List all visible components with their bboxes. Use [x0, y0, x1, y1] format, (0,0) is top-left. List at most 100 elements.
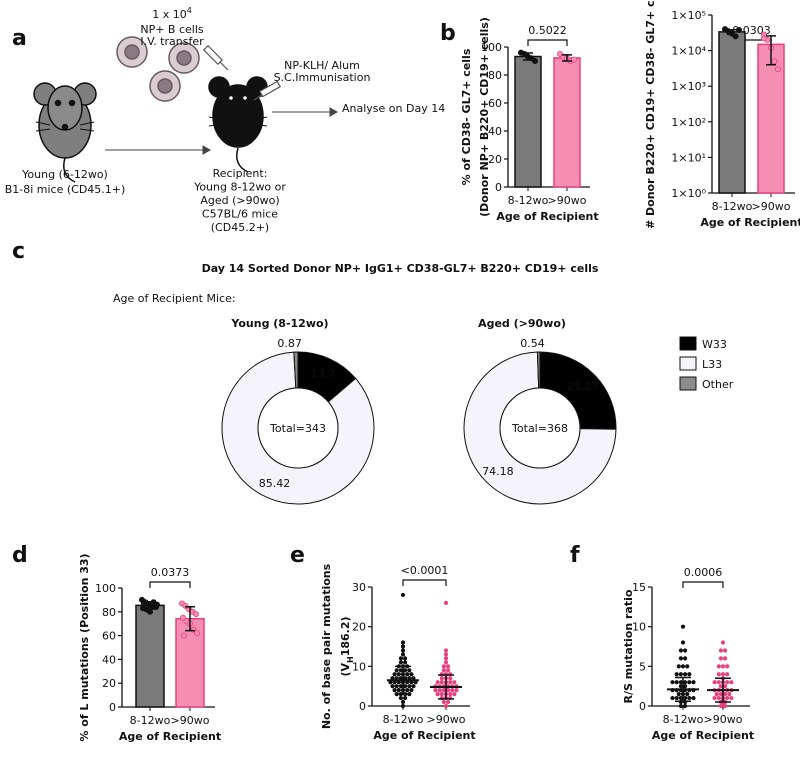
data-point	[716, 695, 721, 701]
diagram-text: S.C.Immunisation	[274, 71, 371, 84]
p-value: 0.5022	[528, 24, 567, 37]
data-point	[678, 648, 684, 653]
bar	[718, 31, 746, 194]
data-point	[680, 624, 686, 629]
data-point	[398, 668, 403, 673]
data-point	[771, 58, 778, 65]
data-point	[398, 660, 403, 665]
x-axis-label: Age of Recipient	[373, 729, 475, 742]
data-point	[676, 664, 681, 669]
diagram-text: B1-8i mice (CD45.1+)	[5, 183, 126, 196]
data-point	[394, 684, 399, 689]
data-point	[437, 688, 442, 693]
x-tick-label: 8-12wo	[508, 194, 549, 207]
data-point	[443, 703, 449, 709]
y-tick-label: 60	[488, 97, 502, 110]
panel-label: f	[570, 543, 580, 568]
x-tick-label: 8-12wo	[663, 713, 704, 726]
significance-bracket	[682, 581, 724, 588]
y-tick-label: 1×10⁵	[671, 9, 706, 22]
data-point	[400, 640, 406, 645]
data-point	[674, 680, 679, 685]
data-point	[720, 672, 726, 677]
y-tick-label: 40	[488, 125, 502, 138]
data-point	[443, 656, 449, 661]
diagram-text: Aged (>90wo)	[200, 194, 279, 207]
data-point	[683, 672, 688, 677]
data-point	[680, 640, 686, 645]
data-point	[720, 640, 726, 645]
data-point	[179, 614, 186, 621]
donut-title: Young (8-12wo)	[230, 317, 328, 330]
donor-mouse	[33, 82, 97, 183]
data-point	[407, 668, 412, 673]
syringes	[202, 44, 281, 101]
data-point	[723, 656, 728, 661]
data-point	[400, 644, 406, 649]
data-point	[452, 692, 457, 697]
data-point	[761, 35, 768, 42]
p-value: 0.0006	[684, 566, 723, 579]
data-point	[448, 692, 453, 697]
y-tick-label: 1×10⁴	[671, 45, 706, 58]
x-tick-label: >90wo	[171, 714, 210, 727]
data-point	[678, 684, 684, 689]
data-point	[146, 608, 153, 615]
y-tick-label: 1×10⁰	[671, 187, 706, 200]
data-point	[180, 632, 187, 639]
data-point	[723, 692, 728, 697]
panel-label: c	[12, 239, 25, 264]
data-point	[736, 26, 743, 33]
chart-subtitle: Age of Recipient Mice:	[113, 292, 236, 305]
data-point	[193, 630, 200, 637]
y-tick-label: 20	[102, 677, 116, 690]
donut-hole	[499, 387, 581, 469]
y-tick-label: 1×10²	[671, 116, 706, 129]
bar	[757, 43, 785, 194]
error-bar	[185, 606, 195, 632]
y-tick-label: 30	[352, 581, 366, 594]
y-tick-label: 80	[102, 606, 116, 619]
data-point	[403, 656, 408, 661]
data-point	[400, 703, 406, 709]
error-bar	[145, 601, 155, 610]
data-point	[403, 695, 408, 701]
x-axis-label: Age of Recipient	[652, 729, 754, 742]
y-axis-label: No. of base pair mutations	[320, 563, 333, 729]
error-bar	[562, 54, 572, 62]
data-point	[405, 688, 410, 693]
y-tick-label: 40	[102, 653, 116, 666]
data-point	[716, 672, 721, 677]
x-tick-label: >90wo	[427, 713, 466, 726]
x-tick-label: >90wo	[704, 713, 743, 726]
y-tick-label: 10	[352, 660, 366, 673]
data-point	[392, 672, 397, 677]
p-value: <0.0001	[401, 564, 449, 577]
diagram-text: NP-KLH/ Alum	[284, 59, 360, 72]
bar	[553, 57, 581, 188]
y-axis-label: (Donor NP+ B220+ CD19+ cells)	[478, 17, 491, 217]
p-value: 0.0373	[151, 566, 190, 579]
data-label: 85.42	[259, 477, 291, 490]
data-point	[718, 684, 724, 689]
data-point	[670, 680, 675, 685]
legend-label: W33	[702, 338, 727, 351]
y-tick-label: 20	[488, 153, 502, 166]
significance-bracket	[402, 579, 447, 586]
y-axis-label-part: H	[346, 656, 355, 663]
y-tick-label: 1×10¹	[671, 151, 706, 164]
data-point	[532, 58, 539, 65]
data-point	[683, 680, 688, 685]
data-point	[775, 66, 782, 73]
x-tick-label: >90wo	[548, 194, 587, 207]
data-point	[403, 660, 408, 665]
error-bar	[766, 35, 776, 66]
x-axis-label: Age of Recipient	[119, 730, 221, 743]
data-point	[443, 652, 449, 657]
y-tick-label: 100	[481, 41, 502, 54]
data-point	[407, 684, 412, 689]
y-tick-label: 0	[639, 700, 646, 713]
legend-swatch	[679, 376, 697, 391]
panel-label: b	[440, 21, 456, 46]
